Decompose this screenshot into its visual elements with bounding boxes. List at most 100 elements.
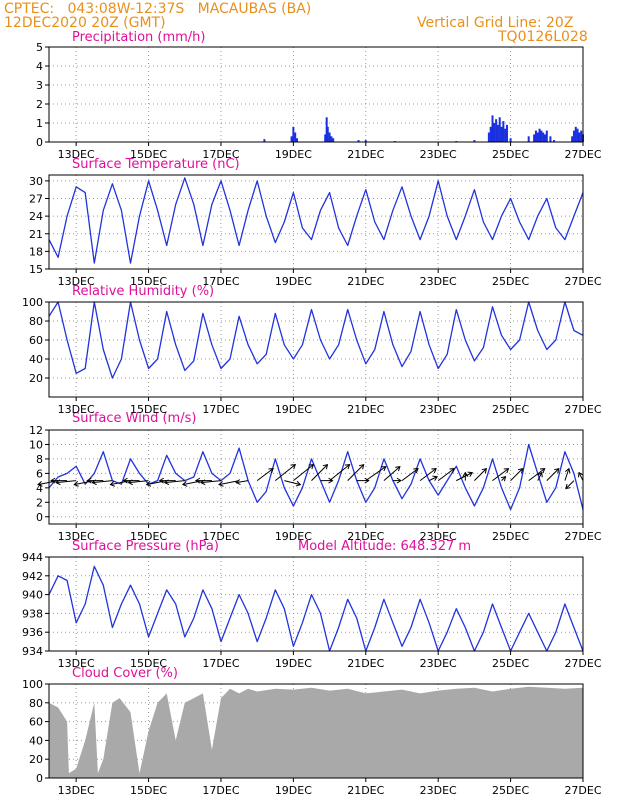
precip-bar: [500, 126, 503, 142]
precip-bar: [504, 128, 507, 142]
pressure-xtick-label: 27DEC: [564, 657, 601, 670]
cloud-ytick-label: 40: [29, 734, 43, 747]
wind-vector: [565, 480, 575, 489]
temp-ytick-label: 18: [29, 245, 43, 258]
wind-arrowhead: [127, 479, 134, 486]
wind-vector: [329, 464, 350, 482]
precip-xtick-label: 21DEC: [347, 148, 384, 161]
wind-arrowhead: [37, 481, 43, 487]
wind-vector: [92, 480, 113, 484]
precip-bar: [502, 121, 505, 142]
precip-xtick-label: 13DEC: [58, 148, 95, 161]
temp-xtick-label: 27DEC: [564, 275, 601, 288]
wind-arrowhead: [109, 481, 116, 487]
wind-arrowhead: [86, 477, 92, 484]
rh-ytick-label: 80: [29, 315, 43, 328]
rh-line: [48, 301, 584, 379]
precip-ytick-label: 2: [36, 98, 43, 111]
precip-bar: [493, 123, 496, 142]
wind-xtick-label: 25DEC: [492, 530, 529, 543]
wind-arrowhead: [194, 477, 201, 484]
wind-xtick-label: 15DEC: [130, 530, 167, 543]
wind-vector: [200, 480, 222, 484]
wind-arrowhead: [503, 468, 510, 474]
rh-xtick-label: 15DEC: [130, 403, 167, 416]
wind-arrowhead: [295, 480, 302, 487]
temp-ytick-label: 27: [29, 193, 43, 206]
precip-ytick-label: 3: [36, 79, 43, 92]
precip-bar: [543, 134, 546, 142]
rh-ytick-label: 60: [29, 334, 43, 347]
pressure-xtick-label: 21DEC: [347, 657, 384, 670]
precip-bar: [328, 132, 331, 142]
wind-ytick-label: 6: [36, 467, 43, 480]
precip-bar: [540, 130, 543, 142]
wind-arrowhead: [500, 475, 507, 482]
wind-arrowhead: [565, 483, 571, 490]
rh-xtick-label: 17DEC: [202, 403, 239, 416]
precip-bar: [578, 132, 581, 142]
wind-arrowhead: [163, 479, 170, 486]
cloud-ytick-label: 100: [22, 678, 43, 691]
wind-vector: [74, 480, 95, 486]
cloud-ytick-label: 0: [36, 772, 43, 785]
precip-bar: [496, 124, 499, 142]
precip-bar: [553, 140, 556, 142]
temp-xtick-label: 23DEC: [420, 275, 457, 288]
precip-bar: [542, 132, 545, 142]
precip-bar: [489, 126, 492, 142]
precip-bar: [533, 134, 536, 142]
rh-frame: [48, 301, 584, 398]
wind-arrowhead: [218, 481, 224, 487]
wind-vector: [311, 464, 328, 481]
wind-arrowhead: [50, 477, 56, 484]
pressure-ytick-label: 934: [22, 645, 43, 658]
wind-arrowhead: [537, 471, 543, 478]
pressure-ytick-label: 944: [22, 551, 43, 564]
wind-ytick-label: 12: [29, 424, 43, 437]
precip-bar: [290, 136, 293, 142]
temp-xtick-label: 17DEC: [202, 275, 239, 288]
wind-vector: [274, 464, 296, 482]
wind-xtick-label: 21DEC: [347, 530, 384, 543]
rh-ytick-label: 20: [29, 372, 43, 385]
pressure-xtick-label: 15DEC: [130, 657, 167, 670]
wind-arrowhead: [200, 479, 206, 486]
wind-arrowhead: [145, 481, 152, 487]
pressure-xtick-label: 17DEC: [202, 657, 239, 670]
wind-arrowhead: [73, 481, 79, 487]
wind-arrowhead: [413, 468, 419, 474]
precip-bar: [487, 132, 490, 142]
wind-vector: [546, 468, 560, 481]
precip-bar: [491, 115, 494, 142]
cloud-xtick-label: 25DEC: [492, 784, 529, 797]
wind-arrowhead: [268, 468, 274, 474]
wind-arrowhead: [578, 471, 584, 478]
wind-vector: [401, 468, 419, 482]
temp-xtick-label: 19DEC: [275, 275, 312, 288]
precip-bar: [330, 136, 333, 142]
pressure-frame: [48, 556, 584, 652]
wind-vector: [492, 468, 509, 482]
rh-xtick-label: 13DEC: [58, 403, 95, 416]
precip-bar: [538, 128, 541, 142]
cloud-ytick-label: 80: [29, 697, 43, 710]
precip-bar: [505, 124, 508, 142]
wind-vector: [347, 464, 365, 481]
wind-vector: [528, 468, 545, 482]
wind-vector: [218, 480, 240, 486]
wind-vector: [428, 476, 438, 482]
cloud-ytick-label: 20: [29, 753, 43, 766]
precip-bar: [473, 140, 476, 142]
wind-arrowhead: [181, 481, 188, 487]
wind-arrowhead: [364, 477, 370, 484]
precip-bar: [294, 132, 297, 142]
wind-arrowhead: [91, 479, 97, 486]
wind-vector: [164, 480, 185, 484]
temp-ytick-label: 15: [29, 263, 43, 276]
precip-xtick-label: 15DEC: [130, 148, 167, 161]
temp-xtick-label: 25DEC: [492, 275, 529, 288]
precip-xtick-label: 17DEC: [202, 148, 239, 161]
wind-vector: [419, 468, 437, 482]
precip-xtick-label: 19DEC: [275, 148, 312, 161]
